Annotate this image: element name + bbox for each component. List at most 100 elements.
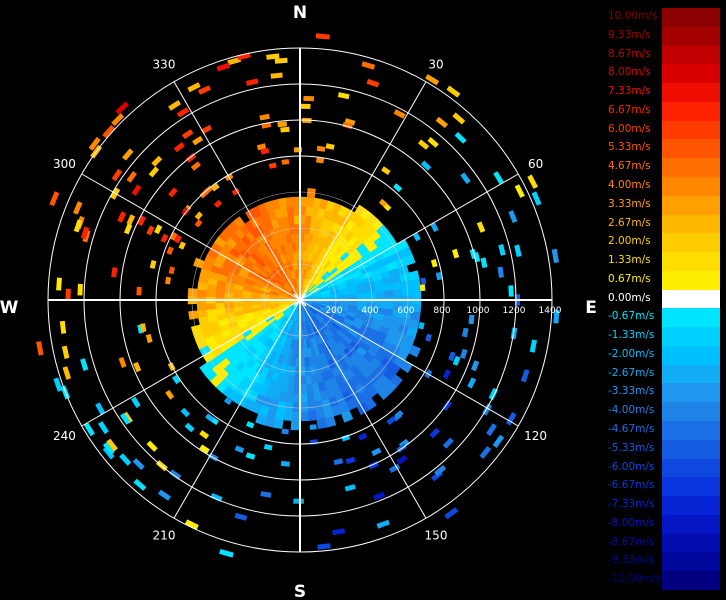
- azimuth-label: 330: [153, 57, 176, 71]
- echo-cell: [236, 52, 251, 61]
- echo-cell: [393, 109, 406, 119]
- echo-cell: [446, 85, 461, 98]
- echo-cell: [425, 333, 432, 342]
- echo-cell: [498, 244, 506, 256]
- range-labels: 200 400 600 800 1000 1200 1400: [325, 306, 561, 316]
- echo-cell: [316, 418, 328, 430]
- legend-swatch: [662, 158, 720, 178]
- echo-cell: [358, 432, 368, 441]
- echo-cell: [118, 357, 127, 368]
- echo-cell: [430, 222, 439, 232]
- legend-swatch: [662, 364, 720, 384]
- legend-label: 10.00m/s: [608, 10, 658, 22]
- echo-cell: [341, 410, 354, 423]
- echo-cell: [196, 302, 207, 312]
- echo-cell: [184, 422, 195, 433]
- legend-row: 5.33m/s: [606, 139, 720, 159]
- legend-swatch: [662, 514, 720, 534]
- echo-cell: [510, 327, 518, 340]
- echo-cell: [281, 428, 289, 435]
- echo-cell: [379, 198, 388, 207]
- echo-cell: [429, 427, 440, 439]
- echo-cell: [373, 491, 386, 501]
- echo-cell: [190, 161, 201, 171]
- echo-cell: [344, 484, 356, 492]
- echo-cell: [199, 444, 210, 454]
- echo-cell: [285, 196, 294, 208]
- echo-cell: [293, 498, 304, 504]
- echo-cell: [250, 301, 261, 306]
- range-label: 200: [325, 306, 342, 316]
- echo-cell: [420, 277, 427, 285]
- echo-cell: [160, 233, 169, 243]
- echo-cell: [304, 374, 313, 386]
- echo-cell: [315, 33, 330, 40]
- echo-cell: [111, 113, 125, 127]
- azimuth-label: 120: [524, 429, 547, 443]
- compass-east-label: E: [585, 298, 597, 318]
- compass-west-label: W: [0, 298, 19, 318]
- echo-cell: [468, 314, 475, 325]
- echo-cell: [137, 215, 146, 226]
- echo-cell: [403, 254, 416, 266]
- legend-label: 8.00m/s: [608, 66, 651, 79]
- echo-cell: [434, 465, 447, 477]
- legend-row: 3.33m/s: [606, 195, 720, 215]
- echo-cell: [102, 442, 115, 456]
- echo-cell: [65, 288, 71, 301]
- echo-cell: [306, 187, 316, 199]
- echo-cell: [131, 396, 141, 408]
- echo-cell: [204, 185, 213, 195]
- echo-cell: [508, 285, 514, 297]
- legend-swatch: [662, 327, 720, 347]
- legend-row: -6.00m/s: [606, 458, 720, 478]
- legend-swatch: [662, 83, 720, 103]
- echo-cell: [227, 56, 242, 66]
- echo-cell: [168, 187, 178, 198]
- echo-cell: [316, 157, 325, 164]
- echo-cell: [256, 143, 266, 151]
- legend-row: 2.00m/s: [606, 233, 720, 253]
- echo-cell: [146, 440, 158, 452]
- echo-cell: [448, 351, 456, 362]
- legend-swatch: [662, 383, 720, 403]
- echo-cell: [56, 277, 62, 291]
- echo-cell: [348, 293, 359, 299]
- legend-label: -6.67m/s: [608, 479, 655, 492]
- azimuth-line: [299, 81, 427, 301]
- echo-cell: [393, 288, 404, 298]
- echo-cell: [419, 284, 426, 291]
- legend-label: -9.33m/s: [608, 554, 655, 567]
- echo-cell: [260, 147, 270, 155]
- echo-cell: [241, 301, 252, 307]
- range-label: 600: [397, 306, 414, 316]
- legend-row: -3.33m/s: [606, 383, 720, 403]
- legend-row: -0.67m/s: [606, 308, 720, 328]
- legend-row: -4.00m/s: [606, 402, 720, 422]
- velocity-echoes: [36, 33, 560, 558]
- echo-cell: [61, 345, 70, 359]
- echo-cell: [53, 377, 63, 392]
- legend-swatch: [662, 439, 720, 459]
- legend-label: 8.67m/s: [608, 47, 651, 60]
- azimuth-line: [299, 173, 519, 301]
- echo-cell: [36, 341, 44, 356]
- echo-cell: [290, 420, 301, 431]
- echo-cell: [281, 159, 290, 165]
- legend-swatch: [662, 139, 720, 159]
- legend-label: -8.00m/s: [608, 516, 655, 529]
- azimuth-line: [81, 299, 301, 427]
- echo-cell: [132, 458, 145, 471]
- legend-row: 7.33m/s: [606, 83, 720, 103]
- echo-cell: [184, 519, 199, 530]
- echo-cell: [77, 283, 83, 296]
- echo-cell: [149, 260, 157, 269]
- echo-cell: [493, 171, 504, 185]
- echo-cell: [223, 397, 233, 405]
- echo-cell: [194, 219, 203, 228]
- azimuth-label: 300: [53, 157, 76, 171]
- echo-cell: [263, 443, 273, 451]
- legend-swatch: [662, 477, 720, 497]
- echo-cell: [316, 145, 326, 152]
- echo-cell: [126, 171, 137, 183]
